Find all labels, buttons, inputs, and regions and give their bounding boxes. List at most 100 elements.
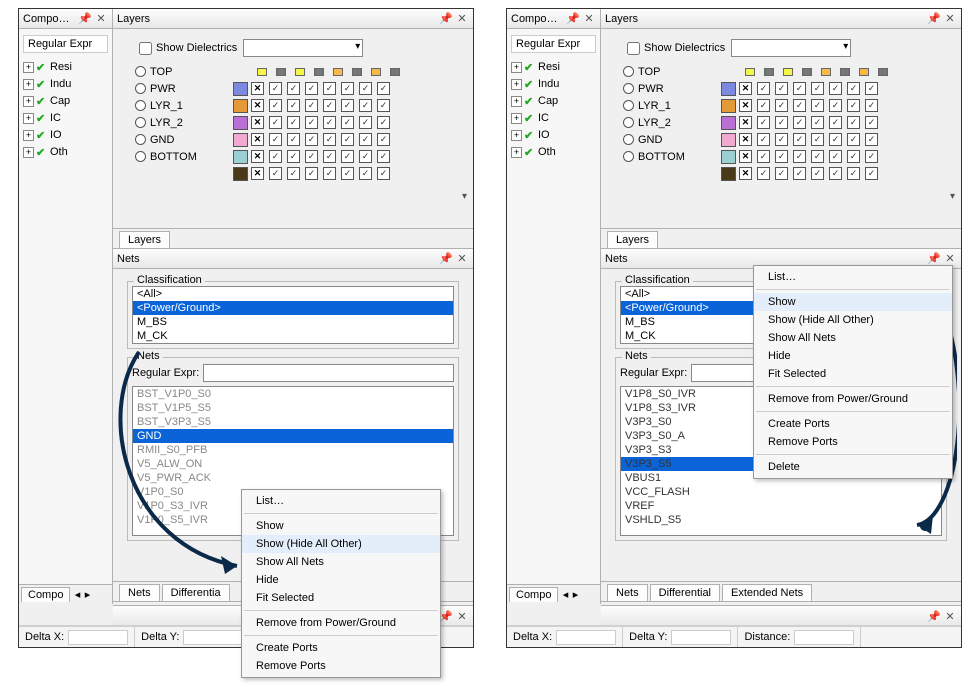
layer-checkbox[interactable] [287,99,300,112]
menu-item[interactable]: Remove from Power/Ground [242,614,440,632]
nets-tab[interactable]: Nets [119,584,160,601]
menu-item[interactable]: Remove from Power/Ground [754,390,952,408]
menu-item[interactable]: List… [242,492,440,510]
layer-checkbox[interactable] [377,167,390,180]
tree-item[interactable]: +✔Resi [511,59,596,75]
layer-checkbox[interactable] [847,82,860,95]
layer-checkbox[interactable] [323,116,336,129]
layer-checkbox[interactable] [305,133,318,146]
pin-icon[interactable]: 📌 [566,12,580,26]
layer-checkbox[interactable] [269,99,282,112]
layer-checkbox[interactable] [377,116,390,129]
components-tab[interactable]: Compo [21,587,70,602]
layer-checkbox[interactable] [829,116,842,129]
nets-tab[interactable]: Nets [607,584,648,601]
layer-checkbox[interactable] [847,116,860,129]
layer-checkbox[interactable] [251,99,264,112]
expand-icon[interactable]: + [511,130,522,141]
classification-item[interactable]: <Power/Ground> [133,301,453,315]
layer-radio-row[interactable]: LYR_1 [135,97,233,114]
layer-checkbox[interactable] [847,167,860,180]
layer-checkbox[interactable] [323,167,336,180]
layer-radio-row[interactable]: GND [135,131,233,148]
pin-icon[interactable]: 📌 [439,252,453,266]
tab-scroll-right-icon[interactable]: ▸ [570,588,580,601]
menu-item[interactable]: Show All Nets [242,553,440,571]
layer-checkbox[interactable] [757,116,770,129]
close-icon[interactable]: ✕ [943,609,957,623]
layer-checkbox[interactable] [287,133,300,146]
layer-checkbox[interactable] [739,99,752,112]
expand-icon[interactable]: + [511,96,522,107]
classification-listbox[interactable]: <All><Power/Ground>M_BSM_CK [132,286,454,344]
net-item[interactable]: BST_V1P5_S5 [133,401,453,415]
layer-checkbox[interactable] [341,133,354,146]
layer-checkbox[interactable] [287,116,300,129]
layer-checkbox[interactable] [251,167,264,180]
menu-item[interactable]: Hide [754,347,952,365]
layer-radio-row[interactable]: TOP [623,63,721,80]
layer-checkbox[interactable] [829,150,842,163]
expand-icon[interactable]: + [23,113,34,124]
scroll-down-icon[interactable]: ▾ [950,191,955,202]
menu-item[interactable]: Remove Ports [754,433,952,451]
dielectrics-dropdown[interactable] [731,39,851,57]
close-icon[interactable]: ✕ [94,12,108,26]
menu-item[interactable]: Hide [242,571,440,589]
layer-checkbox[interactable] [811,116,824,129]
pin-icon[interactable]: 📌 [439,609,453,623]
layer-checkbox[interactable] [251,82,264,95]
components-tab[interactable]: Compo [509,587,558,602]
color-swatch[interactable] [721,167,736,181]
layer-checkbox[interactable] [359,150,372,163]
expand-icon[interactable]: + [511,62,522,73]
tree-item[interactable]: +✔Indu [511,76,596,92]
pin-icon[interactable]: 📌 [927,609,941,623]
layer-checkbox[interactable] [775,133,788,146]
layer-radio-row[interactable]: BOTTOM [623,148,721,165]
color-swatch[interactable] [233,150,248,164]
nets-tab[interactable]: Differentia [162,584,230,601]
layer-checkbox[interactable] [793,167,806,180]
menu-item[interactable]: Show [242,517,440,535]
net-item[interactable]: VREF [621,499,941,513]
menu-item[interactable]: Show (Hide All Other) [242,535,440,553]
layer-checkbox[interactable] [269,116,282,129]
layer-checkbox[interactable] [341,116,354,129]
layer-checkbox[interactable] [865,133,878,146]
net-item[interactable]: BST_V3P3_S5 [133,415,453,429]
layer-checkbox[interactable] [811,167,824,180]
color-swatch[interactable] [721,150,736,164]
layer-checkbox[interactable] [359,116,372,129]
tree-item[interactable]: +✔IC [23,110,108,126]
layer-checkbox[interactable] [359,167,372,180]
expand-icon[interactable]: + [23,147,34,158]
tree-item[interactable]: +✔Indu [23,76,108,92]
radio-icon[interactable] [135,151,146,162]
layer-checkbox[interactable] [323,133,336,146]
close-icon[interactable]: ✕ [582,12,596,26]
menu-item[interactable]: Create Ports [242,639,440,657]
close-icon[interactable]: ✕ [943,12,957,26]
color-swatch[interactable] [233,82,248,96]
color-swatch[interactable] [721,116,736,130]
menu-item[interactable]: Create Ports [754,415,952,433]
layer-checkbox[interactable] [865,82,878,95]
radio-icon[interactable] [135,134,146,145]
expand-icon[interactable]: + [23,130,34,141]
layer-checkbox[interactable] [793,99,806,112]
expand-icon[interactable]: + [23,79,34,90]
expand-icon[interactable]: + [511,147,522,158]
menu-item[interactable]: Show All Nets [754,329,952,347]
layer-checkbox[interactable] [811,150,824,163]
layer-checkbox[interactable] [739,82,752,95]
layer-checkbox[interactable] [829,99,842,112]
layer-checkbox[interactable] [269,150,282,163]
layer-radio-row[interactable]: TOP [135,63,233,80]
layer-checkbox[interactable] [811,82,824,95]
net-item[interactable]: VCC_FLASH [621,485,941,499]
menu-item[interactable]: Show (Hide All Other) [754,311,952,329]
classification-item[interactable]: <All> [133,287,453,301]
tree-item[interactable]: +✔Cap [23,93,108,109]
radio-icon[interactable] [623,117,634,128]
